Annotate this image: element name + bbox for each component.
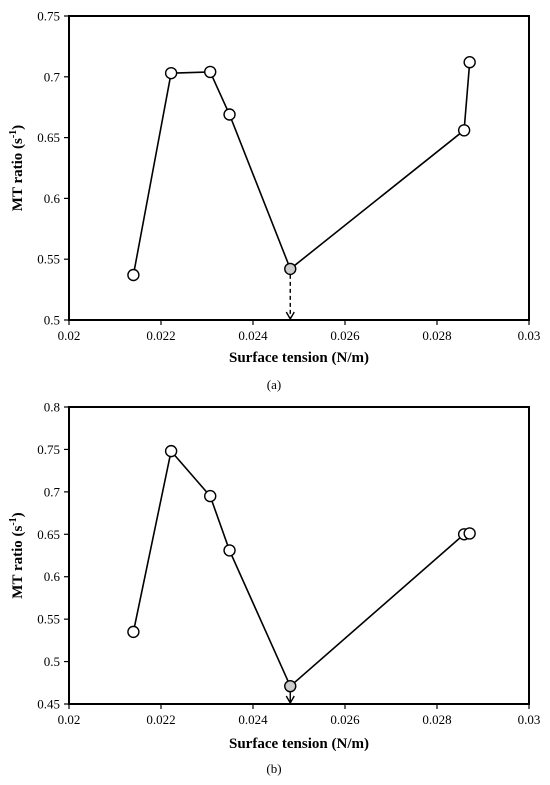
- y-tick-label: 0.6: [44, 191, 61, 206]
- x-tick-label: 0.028: [422, 328, 451, 343]
- y-axis-title: MT ratio (s-1): [8, 125, 26, 211]
- y-tick-label: 0.55: [37, 612, 60, 627]
- x-tick-label: 0.02: [58, 328, 81, 343]
- min-point-arrow: [285, 274, 295, 321]
- data-point: [463, 527, 476, 540]
- data-point-highlight: [284, 262, 297, 276]
- x-tick-label: 0.03: [518, 328, 541, 343]
- y-tick-label: 0.55: [37, 252, 60, 267]
- y-tick-label: 0.65: [37, 130, 60, 145]
- data-point: [127, 268, 140, 282]
- y-axis-title: MT ratio (s-1): [8, 512, 26, 598]
- data-point: [164, 444, 178, 458]
- series-line: [132, 62, 471, 276]
- y-tick-label: 0.6: [44, 569, 61, 584]
- panel-caption: (b): [266, 761, 281, 776]
- data-point-highlight: [284, 679, 297, 693]
- arrow-head: [285, 311, 295, 321]
- data-point: [204, 65, 217, 79]
- x-tick-label: 0.026: [330, 712, 360, 727]
- y-tick-label: 0.75: [37, 442, 60, 457]
- y-axis-title-main: MT ratio (s: [10, 525, 26, 598]
- arrow-head: [285, 695, 295, 705]
- y-tick-label: 0.8: [44, 400, 60, 415]
- chart-panel-b: 0.02 0.022 0.024 0.026 0.028 0.03 0.45 0.5 0.55 0…: [8, 400, 540, 777]
- x-tick-label: 0.024: [238, 712, 268, 727]
- data-point: [127, 625, 140, 639]
- data-point: [457, 124, 471, 137]
- chart-panel-a: 0.02 0.022 0.024 0.026 0.028 0.03 0.5 0.55 0.6 0.…: [8, 9, 540, 393]
- y-tick-label: 0.75: [37, 9, 60, 24]
- y-tick-label: 0.7: [44, 69, 61, 84]
- min-point-arrow: [285, 692, 295, 705]
- y-tick-label: 0.45: [37, 697, 60, 712]
- x-tick-label: 0.022: [146, 328, 175, 343]
- y-axis-title-sup: -1: [8, 517, 19, 525]
- x-tick-label: 0.026: [330, 328, 360, 343]
- x-tick-label: 0.022: [146, 712, 175, 727]
- x-tick-label: 0.02: [58, 712, 81, 727]
- data-point: [463, 56, 476, 69]
- series-line: [132, 449, 470, 688]
- x-axis-title: Surface tension (N/m): [229, 350, 369, 366]
- panel-caption: (a): [267, 377, 281, 392]
- y-axis-title-end: ): [10, 125, 26, 130]
- y-axis-title-end: ): [10, 512, 26, 517]
- y-tick-label: 0.5: [44, 313, 60, 328]
- y-axis-title-sup: -1: [8, 130, 19, 138]
- x-tick-label: 0.03: [518, 712, 541, 727]
- y-tick-label: 0.65: [37, 527, 60, 542]
- y-tick-label: 0.5: [44, 654, 60, 669]
- data-point: [164, 66, 178, 80]
- y-axis-title-main: MT ratio (s: [10, 138, 26, 211]
- data-point: [223, 108, 236, 121]
- data-point: [204, 489, 217, 503]
- plot-frame: [68, 15, 530, 321]
- plot-frame: [68, 406, 530, 705]
- x-tick-label: 0.024: [238, 328, 268, 343]
- data-point: [223, 544, 236, 557]
- x-tick-label: 0.028: [422, 712, 451, 727]
- y-tick-label: 0.7: [44, 484, 61, 499]
- x-axis-title: Surface tension (N/m): [229, 736, 369, 752]
